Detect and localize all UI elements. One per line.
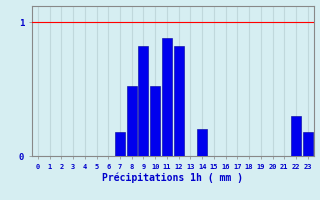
Bar [150,86,160,156]
Bar [174,46,184,156]
Bar [139,46,148,156]
Bar [291,116,301,156]
Bar [127,86,137,156]
Bar [197,129,207,156]
Bar [303,132,313,156]
Bar [162,38,172,156]
X-axis label: Précipitations 1h ( mm ): Précipitations 1h ( mm ) [102,172,243,183]
Bar [115,132,125,156]
